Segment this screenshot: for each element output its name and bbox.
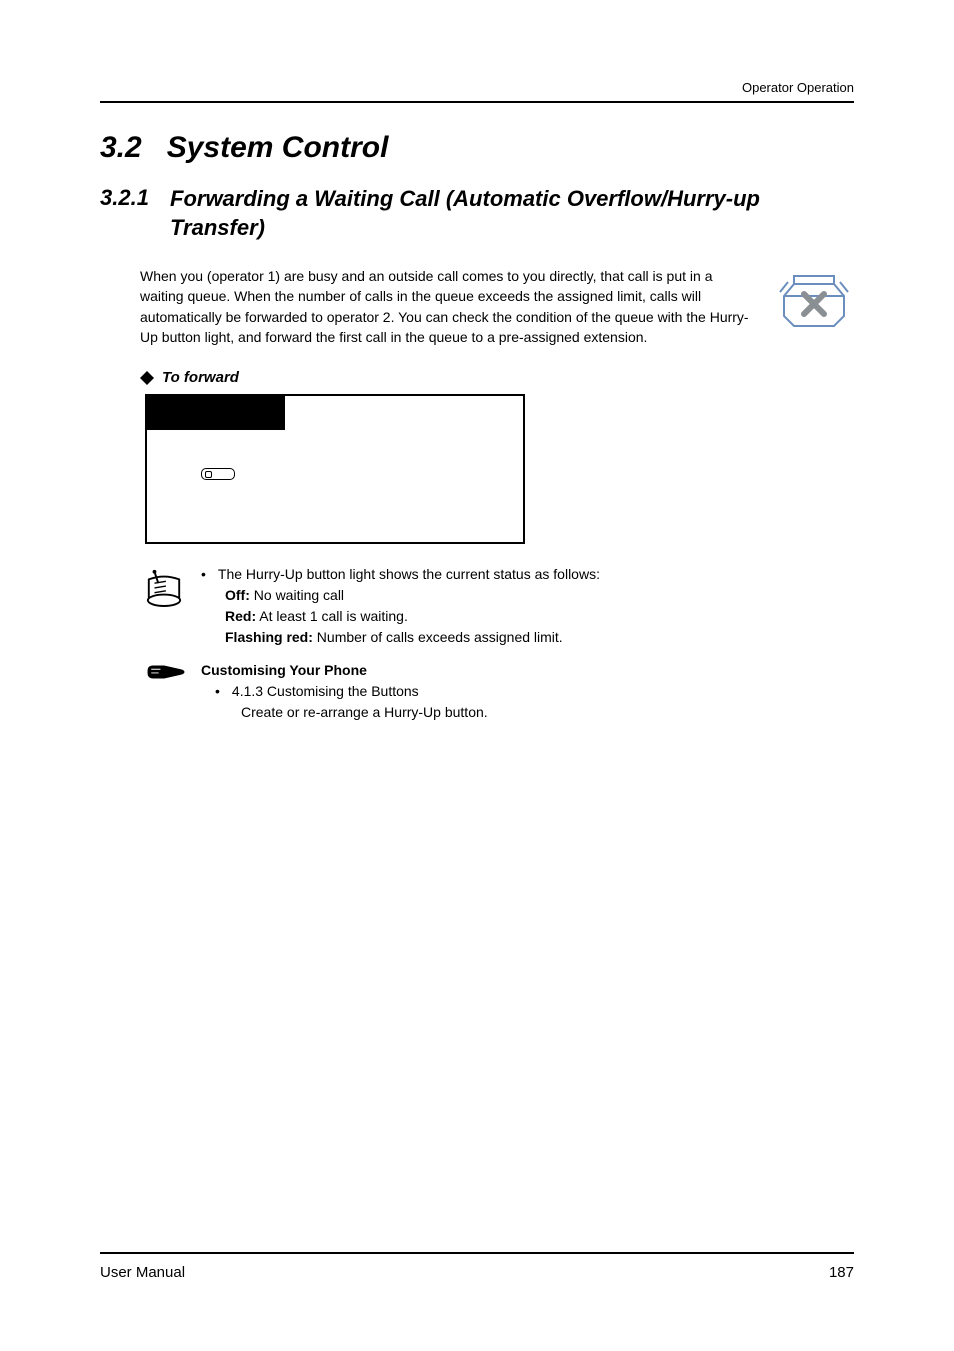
red-text: At least 1 call is waiting. xyxy=(256,608,408,624)
note-body: • The Hurry-Up button light shows the cur… xyxy=(201,564,600,648)
footer-rule xyxy=(100,1252,854,1254)
to-forward-label: To forward xyxy=(162,369,239,386)
customise-body: Customising Your Phone • 4.1.3 Customisin… xyxy=(201,660,488,723)
note-lead: The Hurry-Up button light shows the curr… xyxy=(218,564,600,585)
bullet: • xyxy=(201,564,206,585)
footer-page-number: 187 xyxy=(829,1264,854,1281)
footer-left: User Manual xyxy=(100,1264,185,1281)
intro-block: When you (operator 1) are busy and an ou… xyxy=(140,266,854,347)
customise-sub: Create or re-arrange a Hurry-Up button. xyxy=(241,702,488,723)
diamond-icon xyxy=(140,371,154,385)
top-rule xyxy=(100,101,854,103)
bullet: • xyxy=(215,681,220,702)
customise-item: 4.1.3 Customising the Buttons xyxy=(232,681,419,702)
to-forward-heading: To forward xyxy=(140,369,854,386)
section-title-text: System Control xyxy=(167,131,389,164)
subsection-title: Forwarding a Waiting Call (Automatic Ove… xyxy=(170,185,854,242)
off-label: Off: xyxy=(225,587,250,603)
subsection-heading: 3.2.1 Forwarding a Waiting Call (Automat… xyxy=(100,185,854,242)
pointing-hand-icon xyxy=(145,660,187,689)
off-text: No waiting call xyxy=(250,587,344,603)
hurry-up-button-icon xyxy=(201,468,235,480)
header-section-label: Operator Operation xyxy=(100,80,854,95)
flash-label: Flashing red: xyxy=(225,629,313,645)
note-block: • The Hurry-Up button light shows the cur… xyxy=(145,564,854,648)
flash-text: Number of calls exceeds assigned limit. xyxy=(313,629,563,645)
procedure-box xyxy=(145,394,525,544)
footer: User Manual 187 xyxy=(100,1252,854,1281)
page: Operator Operation 3.2 System Control 3.… xyxy=(0,0,954,1351)
subsection-number: 3.2.1 xyxy=(100,185,170,211)
notepad-icon xyxy=(145,564,183,613)
section-title: 3.2 System Control xyxy=(100,131,854,165)
procedure-header-bar xyxy=(145,394,285,430)
customise-heading: Customising Your Phone xyxy=(201,660,488,681)
section-number: 3.2 xyxy=(100,131,142,164)
customise-block: Customising Your Phone • 4.1.3 Customisin… xyxy=(145,660,854,723)
phone-x-icon xyxy=(774,266,854,341)
intro-paragraph: When you (operator 1) are busy and an ou… xyxy=(140,266,754,347)
red-label: Red: xyxy=(225,608,256,624)
